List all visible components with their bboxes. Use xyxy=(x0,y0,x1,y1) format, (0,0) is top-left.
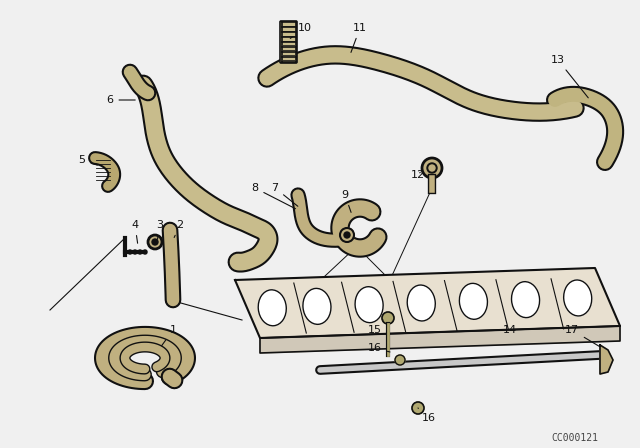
Text: 12: 12 xyxy=(411,170,425,180)
Polygon shape xyxy=(260,326,620,353)
Text: 9: 9 xyxy=(341,190,351,212)
Circle shape xyxy=(133,250,137,254)
Text: 4: 4 xyxy=(131,220,139,243)
Polygon shape xyxy=(600,345,613,374)
Circle shape xyxy=(143,250,147,254)
Ellipse shape xyxy=(511,282,540,318)
Text: 14: 14 xyxy=(500,325,517,335)
Text: 17: 17 xyxy=(565,325,600,347)
Ellipse shape xyxy=(355,287,383,323)
Circle shape xyxy=(427,163,437,173)
Ellipse shape xyxy=(564,280,592,316)
Ellipse shape xyxy=(303,289,331,324)
Circle shape xyxy=(138,250,142,254)
Text: 16: 16 xyxy=(368,343,390,353)
Text: 8: 8 xyxy=(252,183,296,209)
Text: 11: 11 xyxy=(351,23,367,52)
Text: 5: 5 xyxy=(79,155,97,165)
Circle shape xyxy=(344,232,350,238)
Text: 6: 6 xyxy=(106,95,135,105)
Ellipse shape xyxy=(460,283,488,319)
Text: 1: 1 xyxy=(162,325,177,346)
Circle shape xyxy=(148,235,162,249)
Circle shape xyxy=(395,355,405,365)
Ellipse shape xyxy=(258,290,286,326)
Circle shape xyxy=(422,158,442,178)
Circle shape xyxy=(382,312,394,324)
Text: 16: 16 xyxy=(418,408,436,423)
Text: 10: 10 xyxy=(291,23,312,39)
Circle shape xyxy=(152,239,158,245)
Text: 13: 13 xyxy=(551,55,588,98)
FancyBboxPatch shape xyxy=(280,21,297,63)
Ellipse shape xyxy=(407,285,435,321)
Text: 7: 7 xyxy=(271,183,298,206)
Circle shape xyxy=(128,250,132,254)
Circle shape xyxy=(429,165,435,171)
Text: 2: 2 xyxy=(174,220,184,237)
Text: 3: 3 xyxy=(157,220,163,239)
Text: CC000121: CC000121 xyxy=(552,433,598,443)
Circle shape xyxy=(412,402,424,414)
Polygon shape xyxy=(235,268,620,338)
Text: 15: 15 xyxy=(368,320,383,335)
Circle shape xyxy=(340,228,354,242)
